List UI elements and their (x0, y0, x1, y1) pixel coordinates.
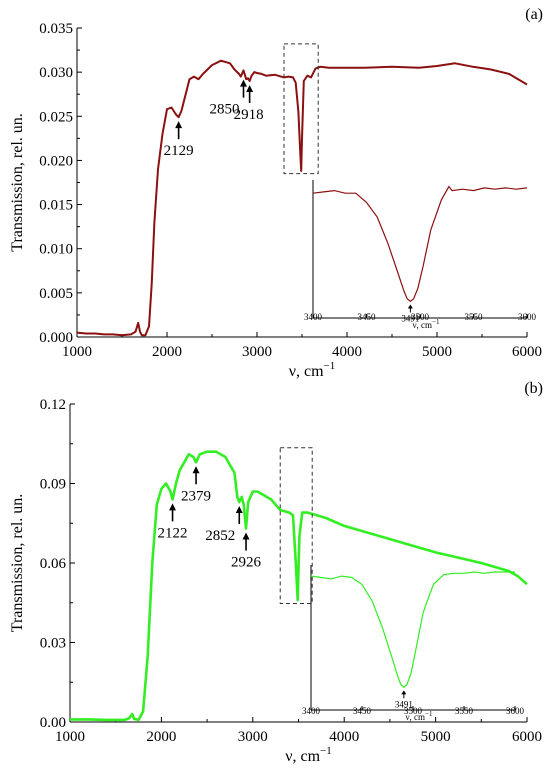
inset-x-tick-label: 3400 (304, 312, 323, 322)
x-axis-label-exponent: −1 (324, 360, 336, 372)
peak-arrow-2850-head (240, 79, 247, 87)
x-tick-label: 6000 (512, 344, 542, 360)
y-tick-label: 0.035 (39, 21, 73, 37)
x-tick-label: 6000 (512, 729, 542, 745)
x-axis-label-text: ν, cm (285, 748, 320, 765)
peak-arrow-2852-head (235, 506, 243, 514)
inset-peak-arrow-head (407, 304, 413, 309)
peak-label-2122: 2122 (158, 525, 188, 541)
y-tick-label: 0.025 (39, 109, 73, 125)
peak-label-2926: 2926 (231, 555, 262, 571)
inset-x-tick-label: 3500 (404, 706, 423, 716)
x-tick-label: 2000 (152, 344, 182, 360)
series-line (70, 450, 528, 722)
panel-label: (b) (524, 380, 543, 397)
inset-x-axis-label-text: ν, cm (405, 712, 425, 722)
peak-arrow-2918 (246, 84, 254, 103)
x-tick-label: 3000 (238, 729, 268, 745)
inset-x-axis-label: ν, cm−1 (405, 710, 433, 722)
inset-series-line (312, 185, 528, 303)
peak-arrow-2926-head (242, 532, 250, 540)
peak-arrow-2379 (192, 466, 200, 485)
x-tick-label: 4000 (329, 729, 359, 745)
y-axis-label: Transmission, rel. un. (9, 113, 26, 252)
x-tick-label: 5000 (421, 729, 451, 745)
y-tick-label: 0.00 (40, 715, 66, 731)
peak-label-2918: 2918 (234, 107, 264, 123)
inset-x-tick-label: 3500 (411, 312, 430, 322)
zoom-box (279, 447, 313, 605)
peak-arrow-2129-head (175, 121, 183, 129)
chart-panel-b: 0.00 0.03 0.06 0.09 0.12 1000 2000 3000 4000 5000… (9, 380, 543, 765)
peak-arrow-2850 (240, 79, 247, 98)
inset-x-axis-label-text: ν, cm (412, 320, 432, 330)
peak-arrow-2122 (169, 503, 177, 522)
peak-label-2850: 2850 (210, 102, 240, 118)
inset-x-tick-label: 3450 (358, 312, 377, 322)
inset-peak-label: 3491 (395, 699, 413, 709)
x-tick-label: 1000 (55, 729, 85, 745)
x-axis-label-exponent: −1 (320, 745, 332, 757)
y-tick-label: 0.020 (39, 153, 73, 169)
inset-series-line (310, 571, 515, 689)
inset-x-axis-label-exponent: −1 (425, 710, 433, 718)
peak-arrow-2122-head (169, 503, 177, 511)
x-axis-label: ν, cm−1 (289, 360, 336, 380)
peak-arrow-2926 (242, 532, 250, 551)
y-tick-label: 0.000 (39, 330, 73, 346)
x-tick-label: 5000 (422, 344, 452, 360)
y-tick-label: 0.12 (40, 397, 66, 413)
y-axis-label: Transmission, rel. un. (9, 494, 26, 633)
inset-peak-label: 3491 (401, 313, 419, 323)
y-tick-label: 0.09 (40, 477, 66, 493)
zoom-box (283, 43, 319, 175)
x-tick-label: 3000 (242, 344, 272, 360)
series-line (76, 59, 528, 337)
inset-x-tick-label: 3450 (353, 706, 372, 716)
inset-x-tick-label: 3600 (518, 312, 537, 322)
x-tick-label: 2000 (146, 729, 176, 745)
inset-peak-arrow (401, 690, 407, 699)
y-tick-label: 0.010 (39, 242, 73, 258)
inset-x-axis-label-exponent: −1 (432, 318, 440, 326)
peak-label-2852: 2852 (205, 528, 235, 544)
x-axis-label: ν, cm−1 (285, 745, 332, 765)
chart-panel-a: 0.000 0.005 0.010 0.015 0.020 0.025 0.030 0.035… (9, 6, 543, 380)
peak-arrow-2852 (235, 506, 243, 525)
peak-label-2129: 2129 (164, 143, 194, 159)
peak-label-2379: 2379 (181, 488, 211, 504)
x-tick-label: 1000 (62, 344, 92, 360)
inset-x-tick-label: 3550 (465, 312, 484, 322)
inset-x-axis-label: ν, cm−1 (412, 318, 440, 330)
inset-x-tick-label: 3400 (302, 706, 321, 716)
y-tick-label: 0.030 (39, 65, 73, 81)
y-tick-label: 0.06 (40, 556, 67, 572)
inset-peak-arrow (407, 304, 413, 313)
panel-label: (a) (525, 6, 543, 23)
peak-arrow-2918-head (246, 84, 254, 92)
peak-arrow-2129 (175, 121, 183, 140)
y-tick-label: 0.005 (39, 286, 73, 302)
inset-x-tick-label: 3600 (506, 706, 525, 716)
x-axis-label-text: ν, cm (289, 363, 324, 380)
peak-arrow-2379-head (192, 466, 200, 474)
y-tick-label: 0.03 (40, 636, 66, 652)
inset-x-tick-label: 3550 (455, 706, 474, 716)
x-tick-label: 4000 (332, 344, 362, 360)
y-tick-label: 0.015 (39, 198, 73, 214)
inset-peak-arrow-head (401, 690, 407, 695)
